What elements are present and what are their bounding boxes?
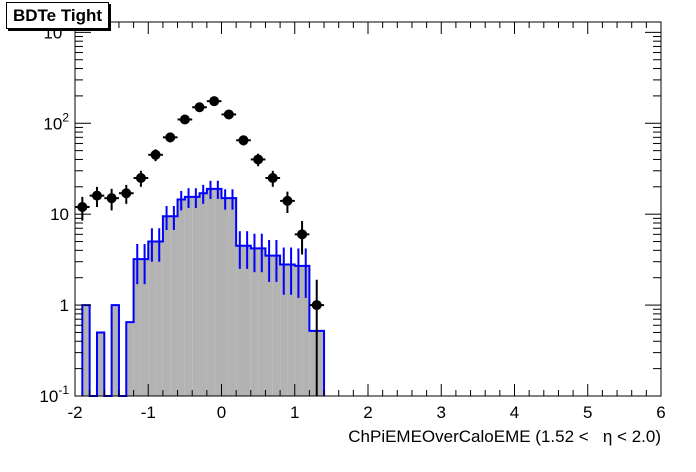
histogram-bar xyxy=(280,264,288,396)
x-tick-label: 2 xyxy=(363,403,372,422)
x-tick-label: 3 xyxy=(437,403,446,422)
y-tick-label: 102 xyxy=(43,110,69,133)
histogram-bar xyxy=(148,241,156,396)
data-point xyxy=(135,173,146,184)
y-axis-tick-labels: 10-1110102103 xyxy=(39,19,69,406)
x-axis-tick-labels: -2 -1 0 1 2 3 4 5 6 xyxy=(67,403,665,422)
y-tick-label: 10 xyxy=(50,205,69,224)
data-point xyxy=(77,201,88,212)
histogram-bar xyxy=(206,188,215,396)
data-points-layer xyxy=(75,96,325,396)
x-tick-label: 5 xyxy=(583,403,592,422)
histogram-bar xyxy=(214,188,222,396)
data-point xyxy=(267,173,278,184)
histogram-bar xyxy=(192,196,200,396)
histogram-bar xyxy=(228,198,237,396)
histogram-bar xyxy=(272,255,281,396)
histogram-bar xyxy=(170,216,178,396)
data-point xyxy=(194,102,205,113)
data-point xyxy=(106,193,117,204)
histogram-bar xyxy=(221,198,229,396)
histogram-fill-layer xyxy=(82,188,325,396)
histogram-outline-layer xyxy=(81,187,326,397)
histogram-bar xyxy=(199,193,207,396)
histogram-bar xyxy=(236,245,244,396)
chart-title: BDTe Tight xyxy=(6,2,110,29)
x-axis-label: ChPiEMEOverCaloEME (1.52 < η < 2.0) xyxy=(348,427,661,446)
histogram-bar xyxy=(250,248,259,396)
data-point xyxy=(179,114,190,125)
histogram-bar xyxy=(309,330,317,396)
histogram-bar xyxy=(177,199,185,396)
data-point xyxy=(311,300,322,311)
x-tick-label: 4 xyxy=(510,403,519,422)
x-tick-label: -1 xyxy=(141,403,156,422)
histogram-bar xyxy=(243,245,251,396)
data-point xyxy=(165,132,176,143)
histogram-bar xyxy=(126,322,134,396)
data-point xyxy=(91,190,102,201)
histogram-bar xyxy=(140,259,149,396)
histogram-bar xyxy=(111,305,119,396)
y-tick-label: 1 xyxy=(60,296,69,315)
histogram-bar xyxy=(258,248,266,396)
histogram-bar xyxy=(184,196,193,396)
histogram-bar xyxy=(155,241,163,396)
y-tick-label: 10-1 xyxy=(39,383,69,406)
histogram-bar xyxy=(96,332,105,396)
histogram-bar xyxy=(302,265,310,396)
histogram-bar xyxy=(265,255,273,396)
data-point xyxy=(150,149,161,160)
data-point xyxy=(209,96,220,107)
x-tick-label: 0 xyxy=(217,403,226,422)
data-point xyxy=(253,154,264,165)
data-point xyxy=(121,188,132,199)
histogram-bar xyxy=(133,259,141,396)
data-point xyxy=(223,109,234,120)
histogram-bar xyxy=(162,216,171,396)
x-tick-label: 6 xyxy=(656,403,665,422)
y-axis-ticks xyxy=(75,31,661,397)
histogram-bar xyxy=(316,330,325,396)
histogram-bar xyxy=(82,305,90,396)
histogram-bar xyxy=(294,265,303,396)
x-axis-ticks xyxy=(74,22,662,396)
histogram-bar xyxy=(287,264,295,396)
histogram-outline xyxy=(81,187,326,397)
data-point xyxy=(297,229,308,240)
x-tick-label: 1 xyxy=(290,403,299,422)
x-tick-label: -2 xyxy=(67,403,82,422)
data-point xyxy=(238,135,249,146)
histogram-error-layer xyxy=(136,180,307,298)
data-point xyxy=(282,195,293,206)
